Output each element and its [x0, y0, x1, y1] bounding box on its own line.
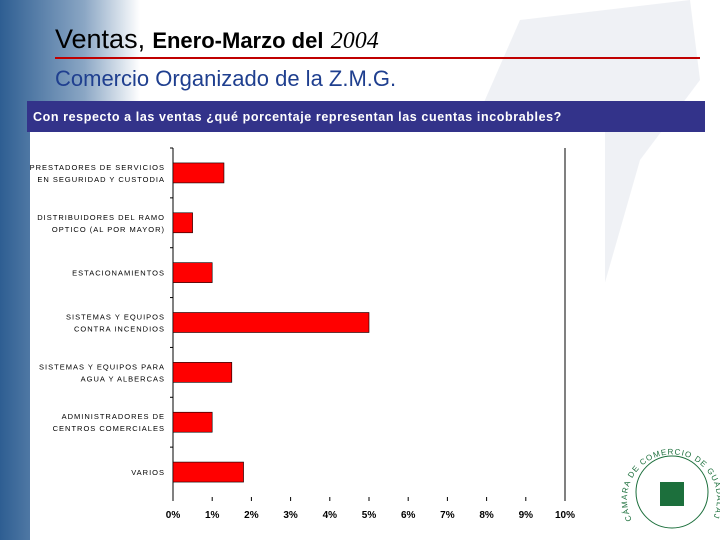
y-tick-label: SISTEMAS Y EQUIPOS PARA [39, 362, 165, 371]
y-tick-label: SISTEMAS Y EQUIPOS [66, 313, 165, 322]
y-tick-label: DISTRIBUIDORES DEL RAMO [37, 213, 165, 222]
y-tick-label: ESTACIONAMIENTOS [72, 269, 165, 278]
x-tick-label: 10% [555, 510, 575, 521]
x-tick-label: 1% [205, 510, 220, 521]
logo-ring [635, 455, 709, 529]
x-tick-label: 3% [283, 510, 298, 521]
bar [172, 262, 213, 283]
bar [172, 212, 193, 234]
question-bar [27, 101, 705, 132]
x-tick-label: 0% [166, 510, 181, 521]
bar [172, 461, 244, 483]
y-tick-label: CENTROS COMERCIALES [53, 424, 165, 433]
x-tick-label: 5% [362, 510, 377, 521]
x-tick-label: 9% [519, 510, 534, 521]
title: Ventas, Enero-Marzo del 2004 [55, 24, 379, 54]
y-tick-label: CONTRA INCENDIOS [74, 325, 165, 334]
chart-area [30, 132, 605, 540]
logo-shield [660, 482, 684, 506]
x-tick-label: 8% [479, 510, 494, 521]
y-tick-label: AGUA Y ALBERCAS [81, 374, 165, 383]
x-tick-label: 2% [244, 510, 259, 521]
bar [172, 362, 233, 383]
y-tick-label: OPTICO (AL POR MAYOR) [52, 225, 165, 234]
bar [172, 411, 213, 433]
question: Con respecto a las ventas ¿qué porcentaj… [33, 110, 562, 124]
x-tick-label: 6% [401, 510, 416, 521]
y-tick-label: ADMINISTRADORES DE [62, 412, 165, 421]
x-tick-label: 7% [440, 510, 455, 521]
bar [172, 312, 370, 333]
chart: 0% 1% 2% 3% 4% 5% 6% 7% 8% 9% 10% PRESTADORES DE SE… [30, 147, 575, 521]
subtitle: Comercio Organizado de la Z.M.G. [55, 66, 396, 91]
x-tick-label: 4% [323, 510, 338, 521]
y-tick-label: VARIOS [131, 468, 165, 477]
y-tick-label: EN SEGURIDAD Y CUSTODIA [37, 175, 165, 184]
y-tick-label: PRESTADORES DE SERVICIOS [30, 163, 165, 172]
bar [172, 162, 225, 184]
